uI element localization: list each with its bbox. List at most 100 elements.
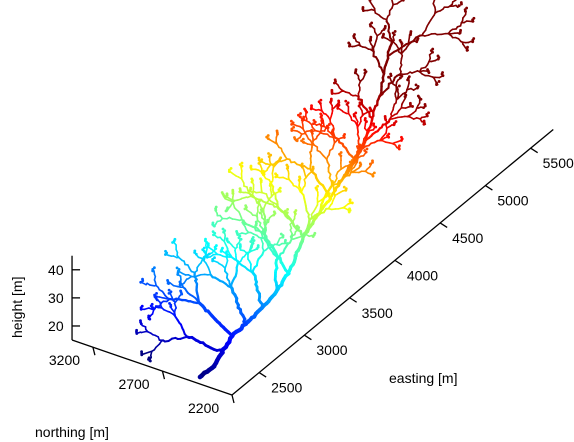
channel-head-point [294,209,298,212]
channel-head-point [350,201,354,205]
channel-head-point [401,0,405,2]
channel-head-point [309,223,313,227]
channel-head-point [310,104,313,108]
easting-tick-label: 5000 [497,193,528,209]
channel-head-point [372,171,376,175]
channel-head-point [319,98,323,102]
channel-head-point [348,198,352,202]
stream-segment [259,182,263,189]
channel-head-point [249,164,253,168]
stream-segment [221,250,226,254]
channel-head-point [177,268,181,271]
channel-head-point [169,290,173,294]
height-tick-label: 20 [48,318,64,334]
easting-axis-line [231,128,554,396]
channel-head-point [154,295,158,299]
channel-head-point [343,132,346,136]
channel-head-point [286,208,289,211]
channel-head-point [231,188,235,192]
channel-head-point [226,206,230,210]
channel-head-point [240,161,244,165]
channel-head-point [254,220,258,224]
channel-head-point [346,101,350,105]
channel-head-point [348,207,351,211]
stream-segment [180,282,185,286]
channel-head-point [344,99,348,103]
northing-tick [92,347,96,356]
channel-head-point [257,156,261,160]
channel-head-point [167,288,171,292]
channel-head-point [240,164,244,168]
easting-tick-label: 2500 [271,380,302,396]
channel-head-point [275,129,279,133]
channel-head-point [279,156,283,160]
channel-head-point [207,252,211,256]
easting-tick [439,222,448,229]
easting-tick [258,372,267,378]
stream-segment [331,195,336,202]
channel-head-point [371,173,374,176]
channel-head-point [311,220,315,224]
channel-head-point [387,75,390,79]
channel-head-point [441,71,444,74]
channel-head-point [394,120,398,123]
channel-head-point [259,177,262,181]
northing-tick [161,370,166,380]
channel-head-point [297,113,300,117]
channel-head-point [141,277,144,281]
channel-head-point [422,119,426,123]
stream-segment [391,0,394,3]
stream-segment [385,127,388,134]
channel-head-point [251,241,255,245]
channel-head-point [358,161,362,165]
channel-head-point [408,101,412,105]
channel-head-point [214,244,218,247]
stream-segment [343,203,349,208]
drainage-network [135,0,476,380]
channel-head-point [398,144,401,148]
northing-tick-label: 2700 [118,376,149,392]
channel-head-point [147,356,151,360]
channel-head-point [293,136,296,139]
channel-head-point [363,149,367,152]
channel-head-point [225,237,229,241]
height-tick-label: 30 [48,290,64,306]
channel-head-point [389,72,393,76]
channel-head-point [295,139,299,143]
northing-axis-label: northing [m] [35,424,109,440]
stream-segment [398,0,403,4]
height-axis-label: height [m] [9,277,25,338]
channel-head-point [238,234,242,238]
channel-head-point [267,152,270,155]
stream-segment [245,208,248,211]
channel-head-point [173,237,177,241]
channel-head-point [211,257,215,261]
channel-head-point [289,119,293,123]
stream-segment [250,195,257,200]
channel-head-point [365,147,369,151]
ticks-layer: 2500 3000 3500 4000 4500 5000 5500 2200 2700 3200… [48,147,574,416]
channel-head-point [256,244,260,247]
channel-head-point [435,81,439,85]
channel-head-point [229,166,233,170]
easting-tick [304,334,312,341]
stream-segment [260,238,264,245]
channel-head-point [361,6,365,9]
channel-head-point [166,278,169,282]
channel-head-point [416,94,420,98]
channel-head-point [339,151,343,154]
channel-head-point [465,6,469,10]
channel-head-point [371,109,374,113]
stream-segment [224,243,229,250]
channel-head-point [225,250,229,254]
channel-head-point [202,246,206,250]
channel-head-point [168,301,171,305]
channel-head-point [344,187,348,191]
channel-head-point [372,122,376,126]
channel-head-point [342,185,346,189]
stream-segment [155,343,161,349]
stream-segment [140,281,147,286]
channel-head-point [244,204,248,208]
stream-segment [311,108,317,111]
stream-segment [359,142,364,149]
